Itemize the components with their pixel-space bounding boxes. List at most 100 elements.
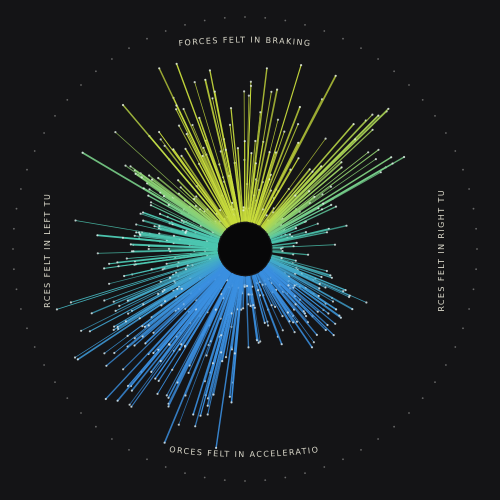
ray-tip	[281, 315, 284, 318]
force-ray	[220, 275, 240, 354]
ray-tip	[149, 201, 153, 204]
ray-tip	[334, 205, 338, 208]
ray-tip	[179, 186, 182, 189]
force-ray	[168, 204, 222, 236]
force-ray	[252, 275, 259, 291]
ray-tip	[180, 287, 183, 290]
ray-tip	[316, 310, 319, 313]
ray-tip	[171, 368, 174, 371]
force-ray	[252, 151, 277, 224]
ray-tip	[327, 312, 330, 315]
ray-tip	[158, 212, 162, 215]
ray-tip	[254, 139, 257, 143]
ray-tip	[142, 303, 145, 306]
ray-tip	[132, 250, 135, 253]
force-ray	[163, 195, 223, 235]
force-ray	[169, 258, 220, 279]
ring-dot	[43, 364, 45, 366]
ray-tip	[204, 78, 207, 81]
force-ray	[245, 276, 250, 349]
ray-tip	[185, 132, 188, 136]
ring-dot	[80, 412, 82, 414]
ray-tip	[206, 404, 209, 407]
ray-tip	[152, 331, 155, 334]
ray-tip	[270, 90, 273, 93]
ray-tip	[178, 348, 181, 351]
ray-tip	[308, 190, 311, 193]
ray-tip	[103, 352, 106, 355]
force-ray	[159, 270, 230, 362]
ray-tip	[329, 185, 333, 188]
ray-tip	[195, 195, 198, 198]
ring-dot	[377, 438, 379, 440]
ray-tip	[250, 152, 253, 155]
force-ray	[150, 254, 219, 270]
force-ray	[234, 276, 243, 354]
ray-tip	[187, 371, 190, 374]
force-ray	[268, 261, 321, 290]
ray-tip	[391, 162, 394, 165]
ray-tip	[139, 212, 142, 215]
ray-tip	[129, 165, 132, 168]
force-ray	[266, 151, 369, 233]
ray-tip	[295, 320, 299, 323]
ring-dot	[244, 480, 246, 482]
ring-dot	[323, 466, 326, 468]
ray-tip	[90, 312, 93, 315]
ray-tip	[334, 322, 337, 325]
force-ray	[258, 272, 291, 323]
ray-tip	[212, 393, 215, 396]
force-ray	[215, 275, 242, 449]
force-ray	[204, 78, 240, 223]
force-ray	[230, 276, 244, 404]
ray-tip	[332, 334, 335, 337]
ray-tip	[112, 328, 115, 331]
ray-tip	[297, 157, 300, 160]
ray-tip	[158, 224, 161, 228]
ray-tip	[331, 300, 335, 303]
ray-tip	[242, 307, 245, 310]
force-ray	[70, 256, 219, 303]
ray-tip	[377, 148, 380, 151]
ray-tip	[305, 315, 308, 318]
force-ray	[247, 111, 261, 222]
ray-tip	[318, 282, 321, 286]
force-ray	[259, 271, 289, 314]
ray-tip	[215, 446, 218, 449]
force-ray	[237, 147, 244, 222]
ray-tip	[247, 346, 250, 349]
force-ray	[271, 255, 283, 259]
force-ray	[249, 275, 254, 288]
force-ray	[185, 257, 219, 270]
force-ray	[175, 104, 234, 225]
force-ray	[264, 129, 374, 231]
force-ray	[256, 273, 272, 306]
ray-tip	[340, 161, 343, 164]
ray-tip	[121, 103, 125, 107]
ray-tip	[133, 344, 136, 347]
ray-tip	[267, 324, 270, 327]
force-ray	[150, 201, 221, 237]
force-ray	[251, 151, 271, 223]
force-ray	[271, 225, 348, 244]
ring-dot	[468, 308, 470, 310]
ring-dot	[393, 425, 395, 428]
ray-tip	[297, 123, 300, 126]
force-ray	[267, 156, 392, 235]
ray-tip	[243, 90, 246, 93]
ring-dot	[203, 476, 206, 479]
ray-tip	[184, 147, 187, 150]
force-ray	[269, 260, 296, 275]
ray-tip	[141, 211, 145, 214]
ray-tip	[76, 358, 79, 361]
ray-tip	[243, 285, 246, 288]
force-rays	[55, 62, 406, 449]
ray-tip	[310, 346, 314, 349]
ray-tip	[274, 305, 277, 308]
ray-tip	[379, 171, 382, 174]
ring-dot	[408, 412, 410, 414]
ray-tip	[134, 172, 137, 175]
ray-tip	[194, 425, 197, 428]
force-ray	[173, 235, 219, 245]
